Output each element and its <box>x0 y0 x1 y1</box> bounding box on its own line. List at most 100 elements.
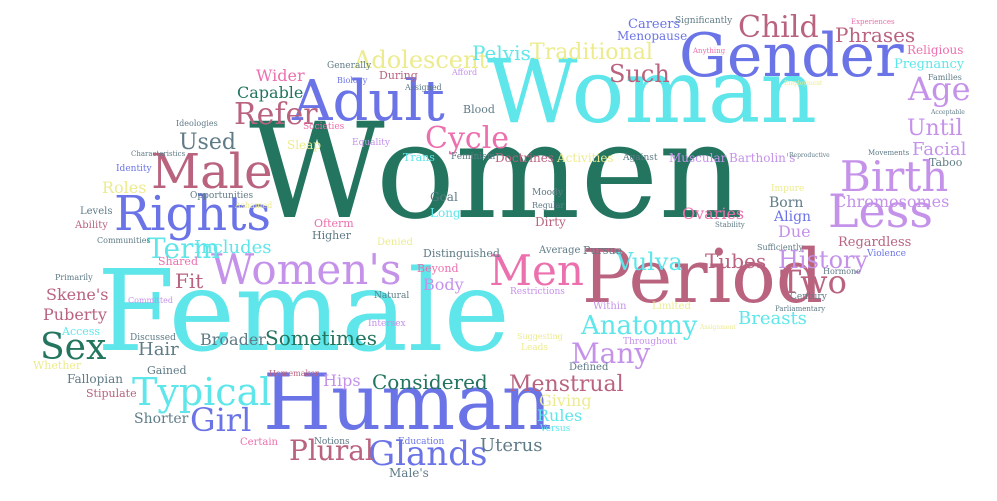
word-born: Born <box>769 195 804 211</box>
word-pelvis: Pelvis <box>472 41 531 65</box>
word-womens: Women's <box>211 245 402 294</box>
word-blood: Blood <box>463 103 495 116</box>
word-muscular: Muscular <box>669 151 727 165</box>
word-limited: Limited <box>652 301 691 312</box>
word-communities: Communities <box>97 236 151 245</box>
word-pursue: Pursue <box>583 244 622 257</box>
word-ovaries: Ovaries <box>682 204 745 223</box>
word-stability: Stability <box>715 221 745 229</box>
word-term: Term <box>147 232 221 265</box>
word-higher: Higher <box>312 229 352 242</box>
word-equality: Equality <box>352 138 390 148</box>
word-certain: Certain <box>240 437 278 448</box>
word-hips: Hips <box>323 371 361 390</box>
word-against: Against <box>623 153 658 163</box>
word-menopause: Menopause <box>617 29 688 43</box>
word-female: Female <box>97 247 510 377</box>
word-child: Child <box>738 10 819 45</box>
word-dirty: Dirty <box>535 215 566 229</box>
word-defined: Defined <box>569 362 609 373</box>
word-ability: Ability <box>75 220 108 231</box>
word-fit: Fit <box>175 269 204 293</box>
word-characteristics: Characteristics <box>131 150 186 158</box>
word-males: Male's <box>389 466 429 480</box>
word-anatomy: Anatomy <box>581 311 698 341</box>
word-sex: Sex <box>40 327 107 368</box>
word-age: Age <box>908 70 971 108</box>
word-history: History <box>778 246 869 274</box>
word-century: Century <box>790 292 827 302</box>
word-distinguished: Distinguished <box>423 247 500 260</box>
word-many: Many <box>571 337 651 370</box>
word-assignment: Assignment <box>700 324 736 331</box>
word-taboo: Taboo <box>929 156 963 169</box>
word-reproductive: Reproductive <box>789 152 830 159</box>
word-vulva: Vulva <box>616 248 683 276</box>
word-impure: Impure <box>771 184 805 194</box>
word-doctrines: Doctrines <box>495 151 554 165</box>
word-restrictions: Restrictions <box>510 287 565 297</box>
word-biology: Biology <box>337 76 368 85</box>
word-trans: Trans <box>403 151 435 164</box>
word-ideologies: Ideologies <box>176 119 218 128</box>
word-facial: Facial <box>912 139 967 160</box>
word-sleap: Sleap <box>287 138 321 152</box>
word-woman: Woman <box>487 40 818 143</box>
word-moody: Moody <box>532 188 563 198</box>
word-male: Male <box>151 144 273 200</box>
word-hormone: Hormone <box>823 267 861 276</box>
word-feminism: Feminism <box>451 152 496 162</box>
word-due: Due <box>778 222 811 241</box>
word-within: Within <box>593 301 627 312</box>
word-considered: Considered <box>372 370 488 394</box>
word-women: Women <box>249 95 744 249</box>
word-adolescent: Adolescent <box>354 46 489 74</box>
word-whether: Whether <box>33 359 82 372</box>
word-societies: Societies <box>303 122 345 132</box>
word-wider: Wider <box>256 66 305 85</box>
word-activities: Activities <box>557 151 614 165</box>
word-regular: Regular <box>532 201 565 210</box>
word-cycle: Cycle <box>425 121 510 156</box>
word-plural: Plural <box>289 434 374 467</box>
word-significantly: Significantly <box>675 16 733 26</box>
word-gained: Gained <box>147 364 187 377</box>
word-careers: Careers <box>628 17 681 32</box>
word-period: Period <box>582 234 824 320</box>
word-uterus: Uterus <box>480 435 543 456</box>
word-broader: Broader <box>200 330 266 349</box>
word-acceptable: Acceptable <box>931 109 965 116</box>
word-align: Align <box>774 209 812 225</box>
word-regardless: Regardless <box>838 235 912 250</box>
word-afford: Afford <box>452 68 478 77</box>
word-average: Average <box>539 245 581 256</box>
word-bartholins: Bartholin's <box>729 151 796 165</box>
word-parliamentary: Parliamentary <box>775 305 826 313</box>
word-breasts: Breasts <box>738 308 807 329</box>
word-versus: Versus <box>540 424 571 434</box>
word-during: During <box>379 69 418 82</box>
word-intersex: Intersex <box>368 319 406 329</box>
word-identity: Identity <box>116 164 152 174</box>
word-body: Body <box>423 275 464 294</box>
word-typical: Typical <box>132 370 272 414</box>
word-families: Families <box>928 73 962 82</box>
word-birth: Birth <box>840 152 949 201</box>
word-such: Such <box>609 60 670 88</box>
word-menstrual: Menstrual <box>509 372 624 397</box>
word-human: Human <box>263 358 552 448</box>
word-experiences: Experiences <box>851 18 895 26</box>
word-religious: Religious <box>907 43 964 57</box>
word-long: Long <box>430 206 461 220</box>
word-phrases: Phrases <box>835 23 916 47</box>
word-opportunities: Opportunities <box>190 191 254 201</box>
word-movements: Movements <box>868 149 910 157</box>
word-chromosomes: Chromosomes <box>834 192 950 211</box>
word-girl: Girl <box>190 401 252 439</box>
word-roles: Roles <box>102 178 147 197</box>
word-access: Access <box>62 325 101 338</box>
word-until: Until <box>907 116 963 141</box>
word-men: Men <box>489 246 584 295</box>
word-assigned: Assigned <box>405 83 442 92</box>
